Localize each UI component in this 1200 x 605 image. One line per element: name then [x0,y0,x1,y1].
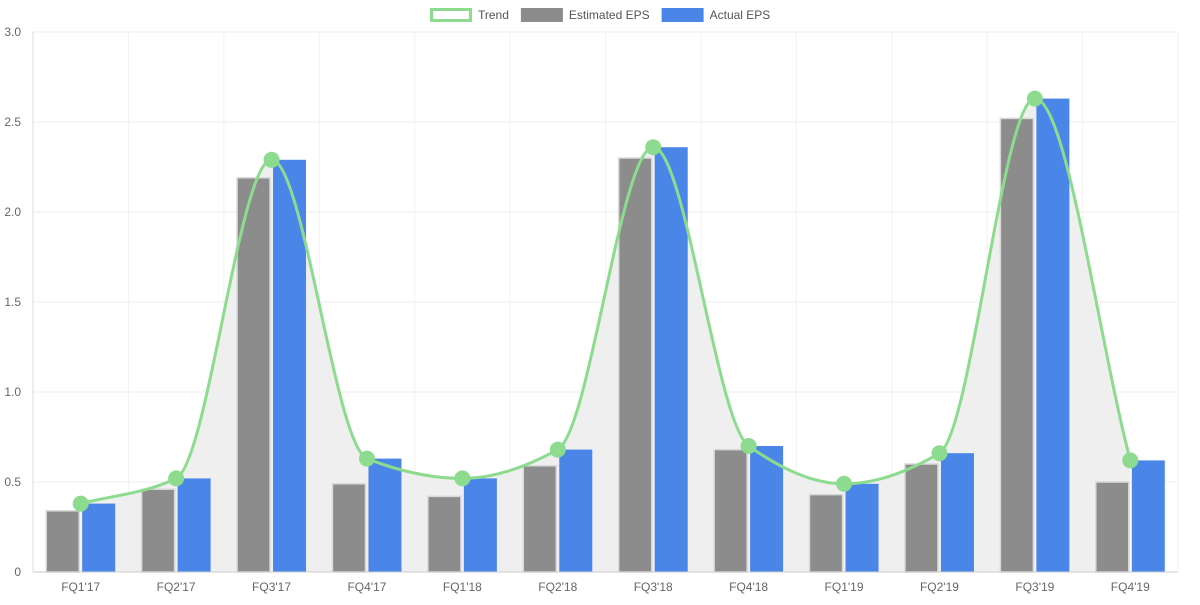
axes: 0 0.5 1.0 1.5 2.0 2.5 3.0 FQ1'17 FQ2'17 FQ3'17 FQ4… [4,25,1178,594]
trend-point [931,445,948,462]
legend-label-trend: Trend [478,8,509,22]
x-tick-label: FQ2'17 [157,580,196,594]
actual-eps-bar [559,449,593,572]
actual-eps-bar [368,458,402,572]
x-tick-label: FQ4'19 [1111,580,1150,594]
trend-point [72,495,89,512]
trend-point [836,475,853,492]
estimated-eps-bar [808,493,844,573]
estimated-eps-bar [1095,481,1130,573]
trend-point [645,139,662,156]
x-tick-label: FQ4'18 [729,580,768,594]
y-tick-label: 1.0 [4,385,21,399]
trend-point [549,441,566,458]
estimated-eps-bar [427,495,462,573]
estimated-eps-bar [236,177,271,573]
estimated-eps-bar [713,448,748,573]
actual-eps-bar [1131,460,1165,572]
estimated-eps-bar [904,463,939,573]
estimated-eps-bar [331,483,367,573]
x-tick-label: FQ1'19 [825,580,864,594]
y-tick-label: 3.0 [4,25,21,39]
y-tick-label: 0.5 [4,475,21,489]
legend-label-estimated: Estimated EPS [569,8,650,22]
x-tick-label: FQ4'17 [347,580,386,594]
trend-line-group [72,90,1139,512]
bars [45,98,1165,573]
estimated-eps-bar [522,465,558,573]
y-tick-label: 0 [14,565,21,579]
estimated-eps-bar [45,510,80,573]
estimated-eps-bar [999,117,1035,573]
x-tick-label: FQ3'18 [634,580,673,594]
legend-swatch-actual [661,8,704,22]
actual-eps-bar [940,453,974,572]
trend-point [1122,452,1139,469]
trend-area [80,98,1131,572]
trend-point [358,450,375,467]
actual-eps-bar [750,446,784,572]
trend-line [80,97,1132,506]
x-tick-label: FQ3'17 [252,580,291,594]
legend-item-trend: Trend [430,8,509,22]
actual-eps-bar [654,147,688,572]
x-tick-label: FQ1'17 [61,580,100,594]
estimated-eps-bar [617,157,653,573]
trend-point [263,151,280,168]
legend-item-actual: Actual EPS [661,8,771,22]
legend-label-actual: Actual EPS [710,8,771,22]
legend: Trend Estimated EPS Actual EPS [430,8,771,22]
legend-swatch-trend [430,8,472,22]
trend-point [454,470,471,487]
y-tick-label: 2.5 [4,115,21,129]
actual-eps-bar [1036,98,1070,572]
legend-swatch-estimated [520,8,563,22]
y-tick-label: 1.5 [4,295,21,309]
x-tick-label: FQ1'18 [443,580,482,594]
y-tick-label: 2.0 [4,205,21,219]
trend-point [1026,90,1043,107]
trend-point [740,438,757,454]
actual-eps-bar [845,483,879,572]
actual-eps-bar [177,478,211,572]
actual-eps-bar [82,503,116,572]
trend-area-fill [80,98,1131,572]
legend-item-estimated: Estimated EPS [520,8,650,22]
trend-point [168,470,185,487]
x-tick-label: FQ2'18 [538,580,577,594]
x-tick-label: FQ3'19 [1015,580,1054,594]
estimated-eps-bar [140,488,176,573]
x-tick-label: FQ2'19 [920,580,959,594]
actual-eps-bar [463,478,497,572]
